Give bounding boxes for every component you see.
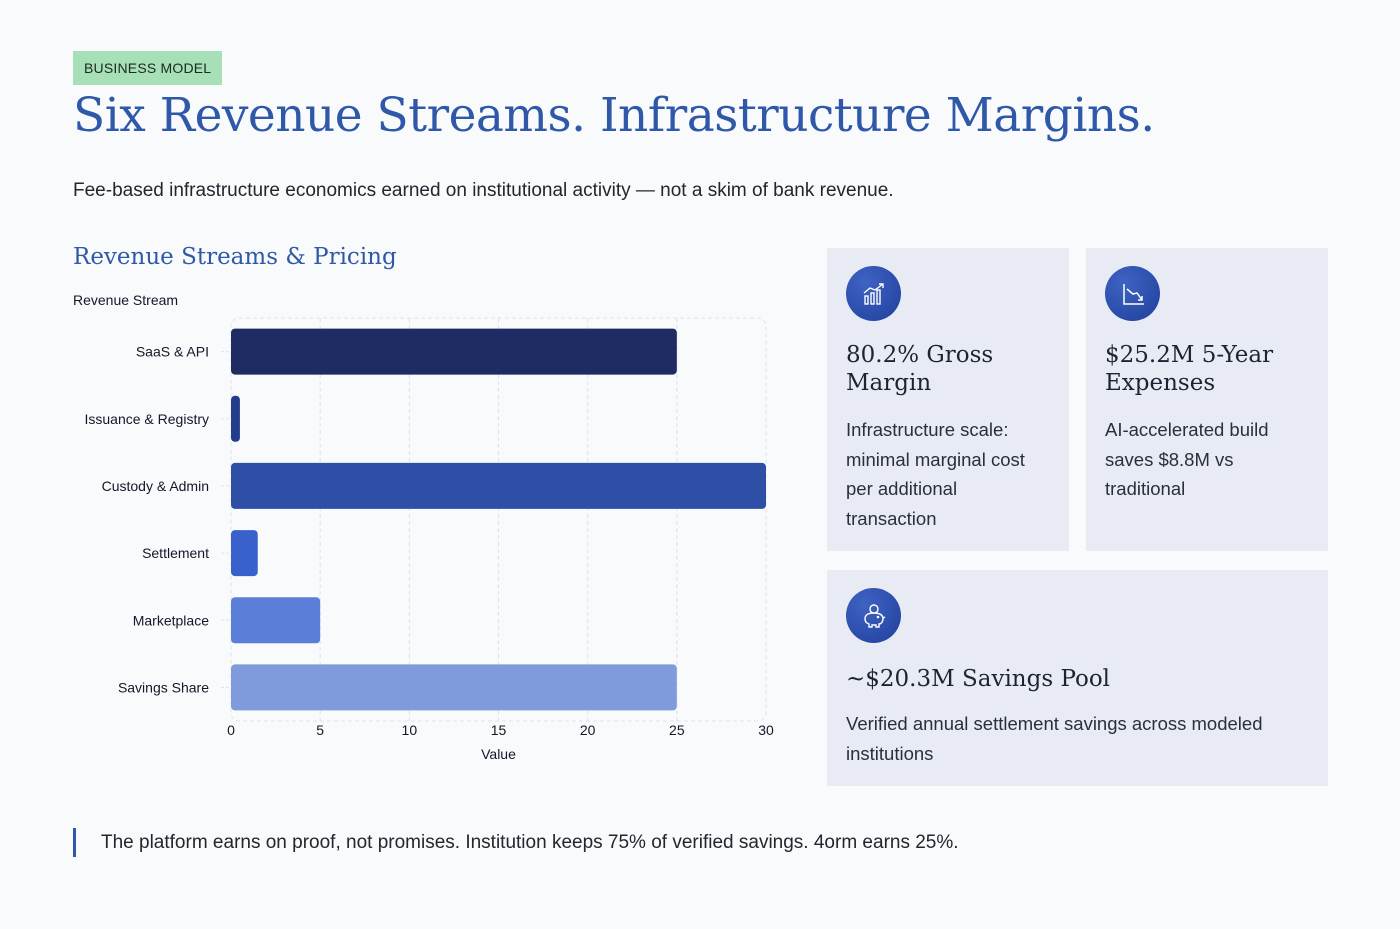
expenses-text: AI-accelerated build saves $8.8M vs trad… <box>1105 419 1269 499</box>
x-tick-label: 25 <box>669 722 685 738</box>
section-badge: BUSINESS MODEL <box>73 51 223 85</box>
plot-frame <box>230 317 767 722</box>
declining-chart-icon <box>1105 266 1160 321</box>
x-tick-label: 30 <box>758 722 774 738</box>
bar-marketplace <box>231 597 321 644</box>
x-tick-label: 15 <box>491 722 507 738</box>
category-label: Custody & Admin <box>102 478 209 494</box>
x-axis-title: Value <box>481 746 516 762</box>
bar-saas-api <box>231 328 677 375</box>
page-subtitle: Fee-based infrastructure economics earne… <box>73 180 894 201</box>
category-label: SaaS & API <box>136 344 209 360</box>
expenses-title: $25.2M 5-Year Expenses <box>1105 342 1274 396</box>
category-label: Issuance & Registry <box>85 411 210 427</box>
gross-margin-card: 80.2% Gross Margin Infrastructure scale:… <box>827 248 1069 551</box>
category-label: Marketplace <box>133 612 209 628</box>
bar-custody-admin <box>231 462 766 509</box>
savings-pool-text: Verified annual settlement savings acros… <box>846 713 1263 764</box>
x-tick-label: 10 <box>402 722 418 738</box>
revenue-bar-chart: 0 5 10 15 20 25 30 SaaS & API Issuance & Registr… <box>73 292 774 762</box>
bar-settlement <box>231 530 258 577</box>
bar-savings-share <box>231 664 677 711</box>
savings-pool-card: ~$20.3M Savings Pool Verified annual set… <box>827 570 1328 786</box>
category-label: Settlement <box>142 545 209 561</box>
piggy-bank-icon <box>846 588 901 643</box>
x-tick-label: 0 <box>227 722 235 738</box>
bottom-quote: The platform earns on proof, not promise… <box>73 828 959 857</box>
x-tick-label: 5 <box>316 722 324 738</box>
expenses-card: $25.2M 5-Year Expenses AI-accelerated bu… <box>1086 248 1328 551</box>
growth-chart-icon <box>846 266 901 321</box>
gross-margin-title: 80.2% Gross Margin <box>846 342 994 396</box>
gross-margin-text: Infrastructure scale: minimal marginal c… <box>846 419 1025 529</box>
y-axis-title: Revenue Stream <box>73 292 178 308</box>
category-label: Savings Share <box>118 679 209 695</box>
x-tick-label: 20 <box>580 722 596 738</box>
chart-section-title: Revenue Streams & Pricing <box>73 244 397 270</box>
savings-pool-title: ~$20.3M Savings Pool <box>846 666 1111 692</box>
bar-issuance-registry <box>231 395 240 442</box>
page-title: Six Revenue Streams. Infrastructure Marg… <box>73 88 1155 143</box>
